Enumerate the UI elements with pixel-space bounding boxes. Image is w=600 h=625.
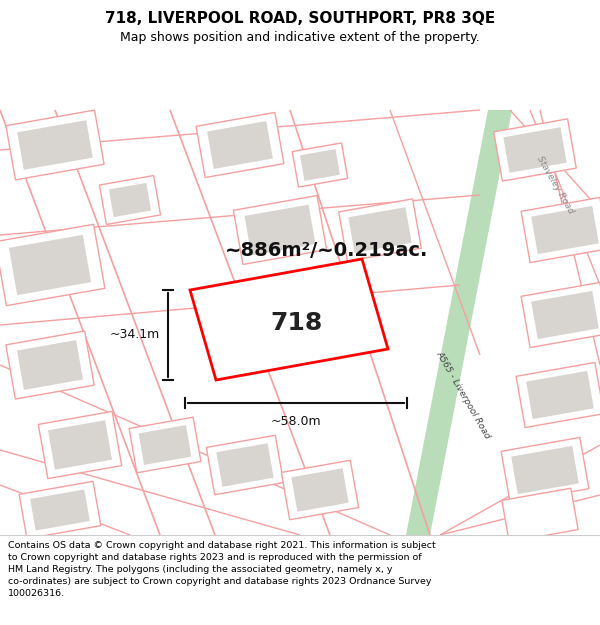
Polygon shape [531, 206, 599, 254]
Polygon shape [48, 420, 112, 470]
Polygon shape [349, 208, 412, 252]
Polygon shape [38, 411, 122, 479]
Polygon shape [503, 127, 566, 172]
Polygon shape [281, 460, 359, 520]
Polygon shape [129, 418, 201, 472]
Polygon shape [217, 443, 274, 487]
Polygon shape [17, 340, 83, 390]
Polygon shape [6, 331, 94, 399]
Polygon shape [245, 204, 316, 256]
Text: ~34.1m: ~34.1m [110, 329, 160, 341]
Polygon shape [521, 198, 600, 262]
Polygon shape [6, 110, 104, 180]
Polygon shape [233, 196, 326, 264]
Polygon shape [516, 362, 600, 428]
Polygon shape [502, 488, 578, 542]
Polygon shape [9, 235, 91, 295]
Text: 718: 718 [270, 311, 322, 335]
Text: Map shows position and indicative extent of the property.: Map shows position and indicative extent… [120, 31, 480, 44]
Polygon shape [300, 149, 340, 181]
Polygon shape [406, 110, 512, 535]
Polygon shape [196, 112, 284, 178]
Polygon shape [521, 282, 600, 348]
Polygon shape [0, 224, 105, 306]
Polygon shape [100, 176, 161, 224]
Polygon shape [139, 425, 191, 465]
Polygon shape [19, 481, 101, 539]
Text: ~886m²/~0.219ac.: ~886m²/~0.219ac. [225, 241, 428, 259]
Polygon shape [292, 143, 348, 187]
Text: 718, LIVERPOOL ROAD, SOUTHPORT, PR8 3QE: 718, LIVERPOOL ROAD, SOUTHPORT, PR8 3QE [105, 11, 495, 26]
Text: ~58.0m: ~58.0m [271, 415, 322, 428]
Polygon shape [30, 489, 90, 531]
Polygon shape [526, 371, 594, 419]
Polygon shape [190, 259, 388, 380]
Polygon shape [206, 435, 284, 495]
Polygon shape [531, 291, 599, 339]
Polygon shape [109, 183, 151, 217]
Polygon shape [501, 438, 589, 503]
Polygon shape [292, 468, 349, 512]
Text: Contains OS data © Crown copyright and database right 2021. This information is : Contains OS data © Crown copyright and d… [8, 541, 436, 598]
Text: Staveley Road: Staveley Road [535, 154, 575, 216]
Polygon shape [207, 121, 273, 169]
Polygon shape [17, 120, 93, 170]
Polygon shape [494, 119, 576, 181]
Polygon shape [339, 199, 421, 261]
Polygon shape [511, 446, 579, 494]
Text: A565 - Liverpool Road: A565 - Liverpool Road [434, 349, 492, 441]
